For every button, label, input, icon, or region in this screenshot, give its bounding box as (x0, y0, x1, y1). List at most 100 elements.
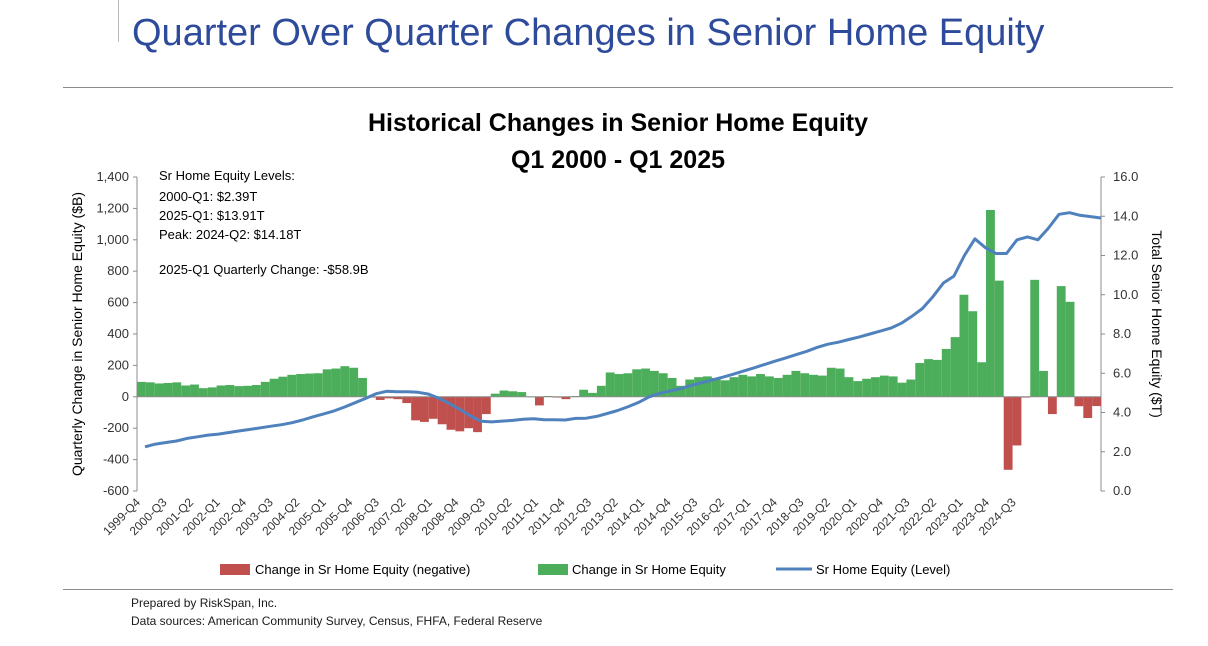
top-divider (63, 87, 1173, 88)
bar-positive (694, 377, 704, 397)
bar-positive (278, 376, 288, 397)
bar-positive (871, 377, 880, 397)
data-sources-note: Data sources: American Community Survey,… (131, 614, 543, 628)
annotation-text: Sr Home Equity Levels: (159, 168, 295, 183)
bar-positive (508, 391, 518, 397)
bar-positive (137, 381, 146, 397)
bar-positive (844, 377, 854, 397)
y2-tick-label: 16.0 (1113, 169, 1138, 184)
bar-negative (375, 396, 385, 400)
bar-negative (446, 396, 456, 430)
bar-positive (605, 372, 615, 397)
bar-positive (879, 375, 889, 397)
level-line (144, 211, 1102, 449)
bar-positive (729, 377, 739, 397)
bar-positive (1030, 279, 1040, 397)
legend-swatch-positive (538, 564, 568, 575)
bar-positive (950, 337, 960, 397)
bar-positive (181, 385, 191, 397)
bar-positive (835, 368, 845, 397)
bar-positive (986, 209, 995, 397)
bar-positive (145, 382, 155, 397)
slide-title: Quarter Over Quarter Changes in Senior H… (132, 12, 1045, 54)
bar-positive (190, 384, 199, 397)
bar-negative (428, 396, 438, 419)
y-tick-label: -400 (103, 452, 129, 467)
bar-positive (853, 381, 863, 397)
legend-label-level: Sr Home Equity (Level) (816, 562, 950, 577)
bar-negative (384, 396, 394, 399)
bar-positive (968, 311, 978, 397)
bar-positive (305, 373, 314, 397)
bar-positive (216, 385, 226, 397)
bar-positive (287, 374, 297, 397)
y-tick-label: 1,000 (96, 232, 129, 247)
bar-positive (649, 370, 659, 397)
bar-positive (862, 378, 872, 397)
bar-positive (994, 280, 1004, 397)
bar-positive (826, 367, 836, 397)
bar-positive (897, 382, 907, 397)
bar-positive (331, 368, 341, 397)
bar-negative (455, 396, 465, 432)
bar-positive (269, 378, 279, 397)
bar-positive (809, 374, 818, 397)
bar-positive (738, 374, 748, 397)
bar-positive (641, 368, 650, 397)
bar-positive (658, 373, 668, 397)
bar-positive (676, 385, 686, 397)
bar-positive (172, 382, 182, 397)
y-tick-label: 400 (107, 326, 129, 341)
bar-positive (313, 373, 323, 397)
y-tick-label: 200 (107, 357, 129, 372)
y-tick-label: 0 (122, 389, 129, 404)
bar-negative (411, 396, 421, 421)
bar-positive (906, 379, 916, 397)
annotation-text: 2025-Q1: $13.91T (159, 208, 265, 223)
y-tick-label: 600 (107, 295, 129, 310)
bar-positive (800, 373, 810, 397)
title-accent-divider (118, 0, 119, 42)
bar-positive (1056, 286, 1066, 397)
bar-positive (747, 376, 757, 397)
bar-positive (924, 359, 933, 397)
bar-positive (596, 385, 606, 397)
bar-positive (260, 381, 270, 397)
bar-negative (437, 396, 447, 425)
bar-positive (959, 294, 969, 397)
chart-title: Historical Changes in Senior Home Equity (368, 109, 868, 137)
y-tick-label: 1,400 (96, 169, 129, 184)
bar-negative (1047, 396, 1057, 415)
bar-positive (198, 388, 208, 397)
prepared-by-note: Prepared by RiskSpan, Inc. (131, 596, 278, 610)
bar-negative (402, 396, 412, 404)
legend-label-positive: Change in Sr Home Equity (572, 562, 726, 577)
bar-negative (473, 396, 482, 433)
bar-positive (349, 367, 359, 397)
annotation-text: 2025-Q1 Quarterly Change: -$58.9B (159, 262, 369, 277)
bar-negative (1074, 396, 1084, 407)
bar-negative (1083, 396, 1093, 418)
bar-positive (764, 376, 774, 397)
bar-positive (932, 359, 942, 397)
bar-positive (817, 375, 827, 397)
annotation-text: 2000-Q1: $2.39T (159, 189, 257, 204)
bar-negative (561, 396, 571, 400)
bar-positive (623, 373, 633, 397)
y2-axis-title: Total Senior Home Equity ($T) (1149, 230, 1165, 418)
y-tick-label: 1,200 (96, 200, 129, 215)
annotation-text: Peak: 2024-Q2: $14.18T (159, 227, 301, 242)
bar-positive (517, 392, 527, 397)
bar-negative (1003, 396, 1013, 470)
bar-positive (207, 387, 217, 397)
y2-tick-label: 0.0 (1113, 483, 1131, 498)
bar-positive (243, 385, 252, 397)
bar-positive (588, 392, 597, 397)
y2-tick-label: 8.0 (1113, 326, 1131, 341)
bar-positive (322, 369, 332, 397)
y-tick-label: -600 (103, 483, 129, 498)
bar-positive (1065, 301, 1075, 397)
y2-tick-label: 12.0 (1113, 248, 1138, 263)
y2-tick-label: 14.0 (1113, 208, 1138, 223)
bar-negative (393, 396, 403, 400)
